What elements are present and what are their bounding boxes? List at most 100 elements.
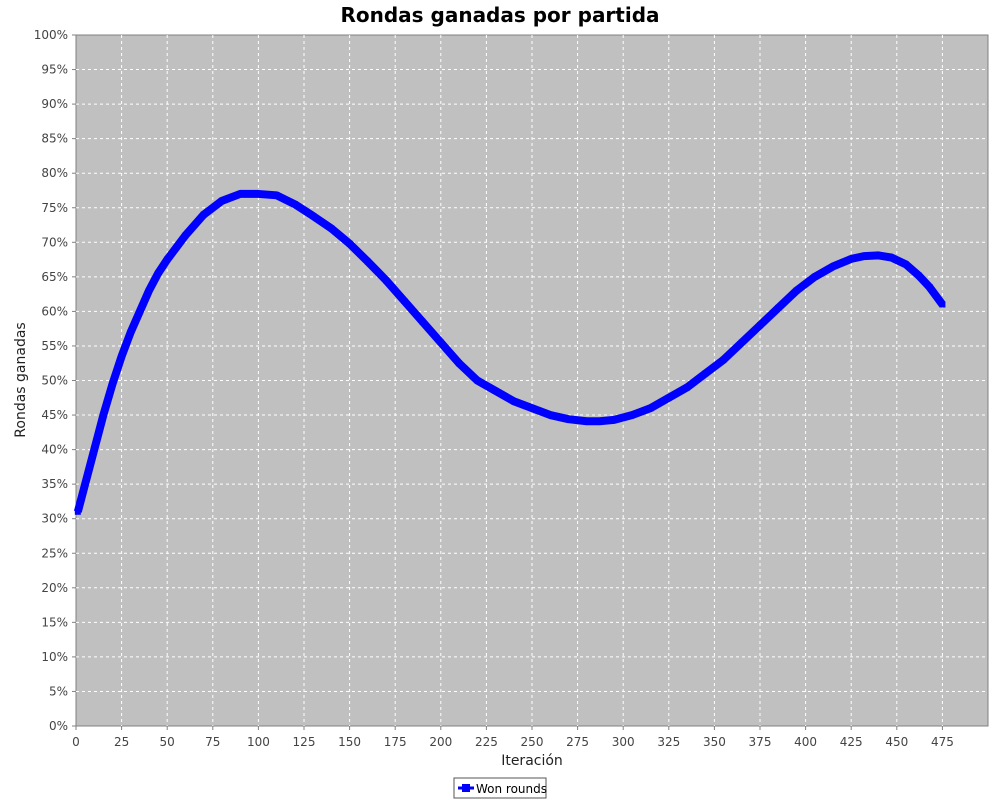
data-point <box>793 287 800 294</box>
y-tick-label: 0% <box>49 719 68 733</box>
data-point <box>255 190 262 197</box>
y-axis-label: Rondas ganadas <box>13 322 29 437</box>
y-tick-label: 70% <box>41 235 68 249</box>
data-point <box>200 211 207 218</box>
data-point <box>875 252 882 259</box>
x-axis-label: Iteración <box>501 753 563 769</box>
data-point <box>720 356 727 363</box>
x-tick-label: 400 <box>794 735 817 749</box>
grid-lines <box>76 35 988 726</box>
x-tick-label: 475 <box>931 735 954 749</box>
x-tick-label: 50 <box>160 735 175 749</box>
x-tick-label: 125 <box>293 735 316 749</box>
x-tick-label: 375 <box>749 735 772 749</box>
x-tick-label: 425 <box>840 735 863 749</box>
data-point <box>310 213 317 220</box>
data-point <box>127 329 134 336</box>
x-axis-ticks: 0 25 50 75 100 125 150 175 200 225 250 275 300 325 350… <box>72 726 954 749</box>
data-point <box>273 192 280 199</box>
data-point <box>510 398 517 405</box>
data-point <box>738 339 745 346</box>
data-point <box>218 197 225 204</box>
data-point <box>665 394 672 401</box>
data-point <box>182 232 189 239</box>
y-tick-label: 60% <box>41 304 68 318</box>
data-point <box>775 304 782 311</box>
y-tick-label: 40% <box>41 443 68 457</box>
data-point <box>492 387 499 394</box>
data-point <box>611 416 618 423</box>
data-point <box>926 284 933 291</box>
data-point <box>702 370 709 377</box>
data-point <box>155 270 162 277</box>
x-tick-label: 300 <box>612 735 635 749</box>
chart-title: Rondas ganadas por partida <box>340 3 659 27</box>
data-point <box>596 418 603 425</box>
series-group <box>73 189 946 515</box>
legend-label: Won rounds <box>476 782 547 796</box>
x-tick-label: 200 <box>429 735 452 749</box>
data-point <box>364 258 371 265</box>
data-point <box>474 377 481 384</box>
data-point <box>860 253 867 260</box>
y-tick-label: 20% <box>41 581 68 595</box>
data-point <box>757 322 763 329</box>
data-point <box>456 360 463 367</box>
x-tick-label: 0 <box>72 735 80 749</box>
data-point <box>118 353 125 360</box>
y-tick-label: 80% <box>41 166 68 180</box>
data-point <box>529 405 535 412</box>
data-point <box>91 446 98 453</box>
data-point <box>109 380 116 387</box>
data-point <box>848 255 855 262</box>
data-point <box>136 308 143 315</box>
y-tick-label: 45% <box>41 408 68 422</box>
data-point <box>74 508 81 515</box>
data-point <box>565 416 572 423</box>
data-point <box>437 339 444 346</box>
data-point <box>583 418 590 425</box>
data-point <box>145 287 152 294</box>
y-tick-label: 15% <box>41 615 68 629</box>
y-tick-label: 10% <box>41 650 68 664</box>
legend: Won rounds <box>453 777 547 799</box>
data-point <box>401 298 408 305</box>
data-point <box>811 273 818 280</box>
y-tick-label: 90% <box>41 97 68 111</box>
y-tick-label: 65% <box>41 270 68 284</box>
x-tick-label: 25 <box>114 735 129 749</box>
data-point <box>915 272 922 279</box>
y-tick-label: 50% <box>41 374 68 388</box>
y-tick-label: 100% <box>34 28 68 42</box>
x-tick-label: 75 <box>205 735 220 749</box>
data-point <box>829 263 836 270</box>
data-point <box>237 190 244 197</box>
data-point <box>902 261 909 268</box>
data-point <box>383 277 390 284</box>
x-tick-label: 450 <box>885 735 908 749</box>
data-point <box>346 240 353 247</box>
x-tick-label: 175 <box>384 735 407 749</box>
data-point <box>684 384 691 391</box>
y-tick-label: 35% <box>41 477 68 491</box>
x-tick-label: 150 <box>338 735 361 749</box>
y-tick-label: 95% <box>41 63 68 77</box>
data-point <box>629 412 636 419</box>
y-tick-label: 75% <box>41 201 68 215</box>
data-point <box>164 256 171 263</box>
data-point <box>100 412 107 419</box>
y-tick-label: 85% <box>41 132 68 146</box>
legend-marker-icon <box>462 784 470 792</box>
data-point <box>291 201 298 208</box>
y-tick-label: 55% <box>41 339 68 353</box>
y-axis-ticks: 0% 5% 10% 15% 20% 25% 30% 35% 40% 45% 50% 55% 60% 65%… <box>34 28 76 733</box>
x-tick-label: 350 <box>703 735 726 749</box>
y-tick-label: 25% <box>41 546 68 560</box>
x-tick-label: 225 <box>475 735 498 749</box>
x-tick-label: 325 <box>657 735 680 749</box>
y-tick-label: 30% <box>41 512 68 526</box>
x-tick-label: 275 <box>566 735 589 749</box>
y-tick-label: 5% <box>49 684 68 698</box>
data-point <box>939 301 946 308</box>
